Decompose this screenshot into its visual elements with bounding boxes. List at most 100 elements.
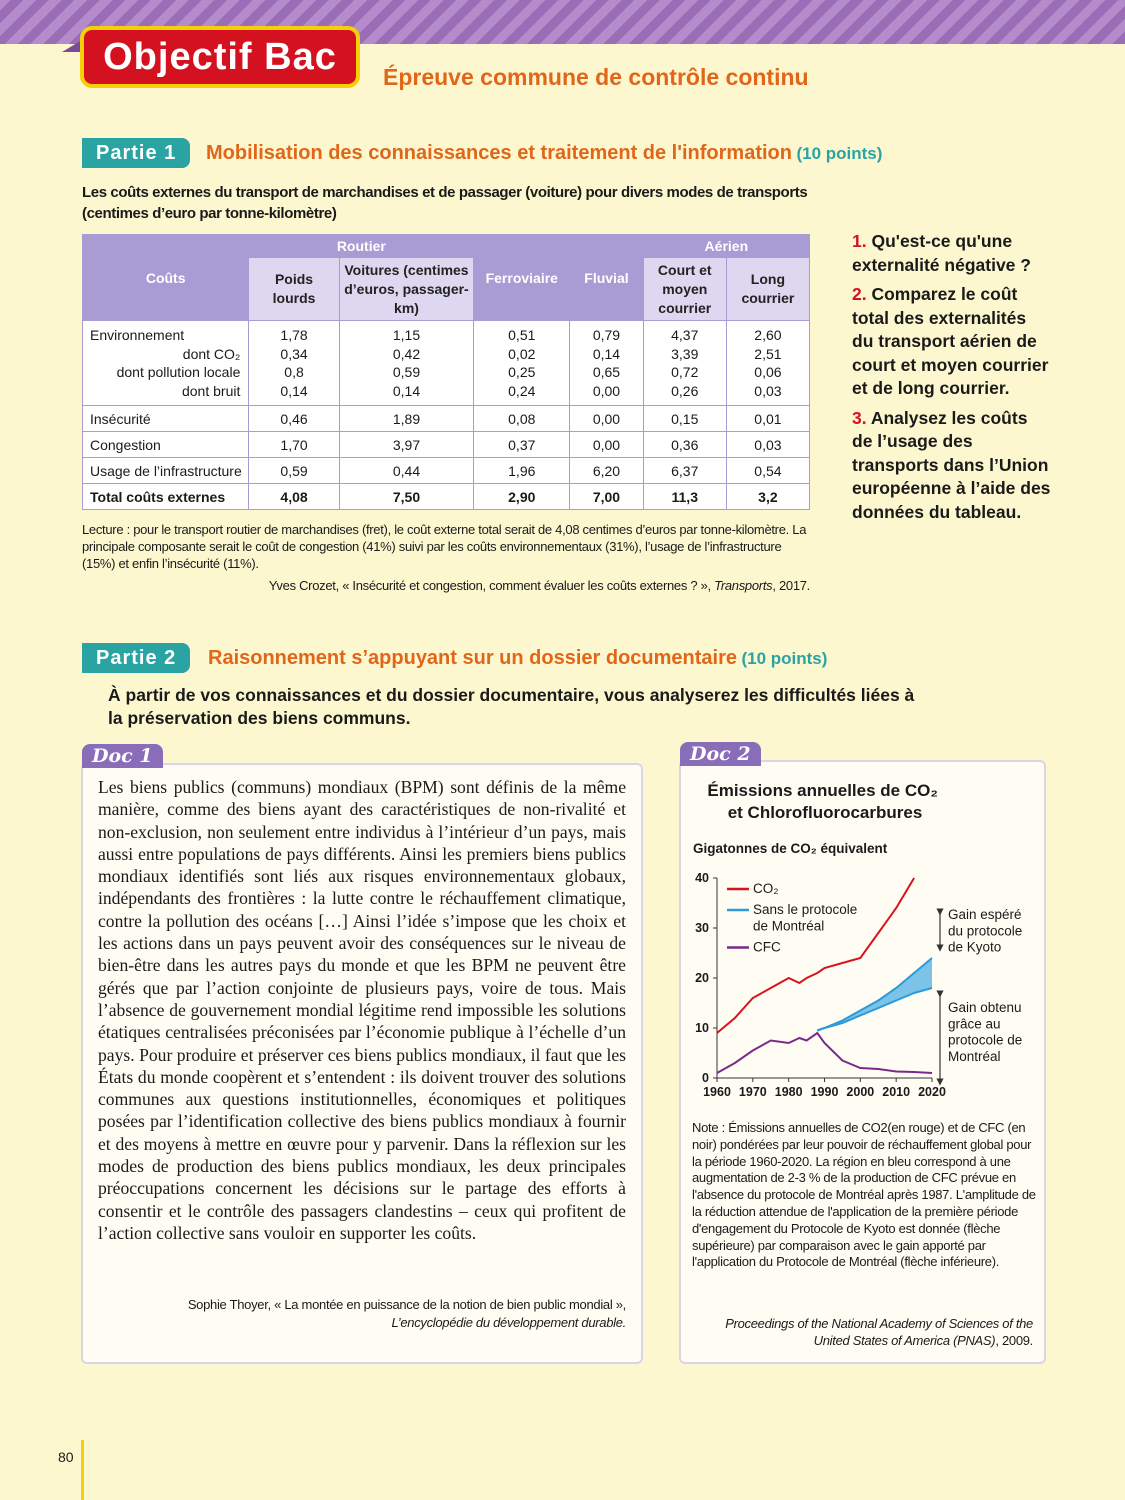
cell: 0,01 — [725, 405, 811, 432]
series-line — [816, 957, 933, 1032]
source-author: Sophie Thoyer, « La montée en puissance … — [187, 1297, 626, 1312]
header-cell: Long courrier — [725, 257, 811, 321]
question-text: Qu'est-ce qu'une externalité négative ? — [852, 231, 1031, 275]
cell: 0,03 — [725, 381, 811, 406]
y-tick-label: 0 — [702, 1071, 709, 1085]
source: Yves Crozet, « Insécurité et congestion,… — [82, 578, 811, 593]
cell: 0,14 — [338, 381, 475, 406]
header-cell: Ferroviaire — [473, 234, 571, 321]
cell: 4,37 — [642, 320, 727, 345]
doc-label: Doc 1 — [82, 744, 163, 768]
x-tick-label: 2010 — [882, 1085, 910, 1099]
header-cell: Routier — [248, 234, 475, 258]
row-label: Usage de l’infrastructure — [81, 457, 250, 484]
instruction: À partir de vos connaissances et du doss… — [108, 685, 915, 728]
reading-note: Lecture : pour le transport routier de m… — [82, 522, 807, 571]
cell: 3,97 — [338, 431, 475, 458]
source-work: Proceedings of the National Academy of S… — [725, 1316, 1033, 1348]
table-row: dont bruit 0,14 0,14 0,24 0,00 0,26 0,03 — [81, 381, 811, 406]
subtitle: Épreuve commune de contrôle continu — [383, 64, 809, 90]
source-year: , 2009. — [995, 1333, 1033, 1348]
cell: 0,25 — [473, 363, 571, 381]
table-row: Usage de l’infrastructure 0,59 0,44 1,96 6,2… — [81, 457, 811, 484]
question-number: 3. — [852, 407, 867, 428]
cell: 1,78 — [248, 320, 340, 345]
table-body: Environnement 1,78 1,15 0,51 0,79 4,37 2,60 don… — [81, 320, 811, 510]
header-cell: Voitures (centimes d’euros, passager-km) — [338, 257, 475, 321]
cell: 1,96 — [473, 457, 571, 484]
y-tick-label: 10 — [695, 1021, 709, 1035]
cost-table: Coûts Routier Ferroviaire Fluvial Aérien Poid… — [81, 234, 811, 510]
header-cell: Coûts — [81, 234, 250, 321]
doc2-note: Note : Émissions annuelles de CO2(en rou… — [692, 1120, 1036, 1270]
row-label: Congestion — [81, 431, 250, 458]
cell: 0,59 — [248, 457, 340, 484]
question: 2. Comparez le coût total des externalit… — [852, 283, 1052, 401]
cell: 7,50 — [338, 483, 475, 510]
annotation: Gain obtenu grâce au protocole de Montré… — [948, 1000, 1026, 1064]
table-row: Congestion 1,70 3,97 0,37 0,00 0,36 0,03 — [81, 431, 811, 458]
doc1-text: Les biens publics (communs) mondiaux (BP… — [98, 777, 626, 1243]
row-label: dont pollution locale — [81, 363, 250, 381]
cell: 0,15 — [642, 405, 727, 432]
header-row: Coûts Routier Ferroviaire Fluvial Aérien — [81, 234, 811, 321]
row-label: Insécurité — [81, 405, 250, 432]
table-caption: Les coûts externes du transport de march… — [82, 184, 808, 222]
x-tick-label: 1960 — [703, 1085, 731, 1099]
header-cell: Fluvial — [569, 234, 644, 321]
doc1-source: Sophie Thoyer, « La montée en puissance … — [98, 1296, 626, 1332]
cell: 0,08 — [473, 405, 571, 432]
part-points: (10 points) — [741, 649, 828, 668]
cell: 7,00 — [569, 483, 644, 510]
badge-corner — [62, 40, 82, 52]
cell: 4,08 — [248, 483, 340, 510]
doc-label: Doc 2 — [680, 742, 761, 766]
cell: 0,26 — [642, 381, 727, 406]
header-cell: Aérien — [642, 234, 811, 258]
cell: 0,00 — [569, 405, 644, 432]
row-label: Environnement — [81, 320, 250, 345]
question-text: Analysez les coûts de l’usage des transp… — [852, 407, 1051, 522]
table-row: dont CO₂ 0,34 0,42 0,02 0,14 3,39 2,51 — [81, 345, 811, 363]
cell: 6,20 — [569, 457, 644, 484]
question: 1. Qu'est-ce qu'une externalité négative… — [852, 230, 1052, 277]
table-row: Insécurité 0,46 1,89 0,08 0,00 0,15 0,01 — [81, 405, 811, 432]
cell: 0,36 — [642, 431, 727, 458]
cell: 0,65 — [569, 363, 644, 381]
doc2-box — [679, 760, 1046, 1364]
question: 3. Analysez les coûts de l’usage des tra… — [852, 407, 1052, 525]
part-points: (10 points) — [796, 144, 883, 163]
chart: Émissions annuelles de CO₂ et Chlorofluo… — [693, 781, 1026, 1099]
x-tick-label: 2020 — [918, 1085, 946, 1099]
cell: 0,54 — [725, 457, 811, 484]
row-label: Total coûts externes — [81, 483, 250, 510]
cell: 0,37 — [473, 431, 571, 458]
cell: 1,15 — [338, 320, 475, 345]
source-work: Transports — [714, 578, 773, 593]
chart-title: Émissions annuelles de CO₂ et Chlorofluo… — [707, 781, 942, 822]
legend-label: CFC — [753, 940, 781, 955]
legend-label: CO₂ — [753, 881, 779, 896]
cell: 1,89 — [338, 405, 475, 432]
row-label: dont CO₂ — [81, 345, 250, 363]
header-cell: Poids lourds — [248, 257, 340, 321]
area-band — [817, 958, 932, 1031]
doc2-source: Proceedings of the National Academy of S… — [700, 1315, 1033, 1349]
cell: 0,24 — [473, 381, 571, 406]
cell: 0,8 — [248, 363, 340, 381]
cell: 0,44 — [338, 457, 475, 484]
x-tick-label: 1980 — [775, 1085, 803, 1099]
legend-label: Sans le protocole de Montréal — [753, 902, 861, 934]
table-head: Coûts Routier Ferroviaire Fluvial Aérien Poid… — [81, 234, 811, 321]
cell: 0,51 — [473, 320, 571, 345]
cell: 3,2 — [725, 483, 811, 510]
y-tick-label: 20 — [695, 971, 709, 985]
cell: 0,14 — [569, 345, 644, 363]
page-rule — [81, 1440, 84, 1500]
series-line — [716, 1031, 933, 1074]
cell: 0,00 — [569, 431, 644, 458]
cell: 0,79 — [569, 320, 644, 345]
question-number: 2. — [852, 284, 867, 304]
badge: Objectif Bac — [80, 26, 360, 88]
